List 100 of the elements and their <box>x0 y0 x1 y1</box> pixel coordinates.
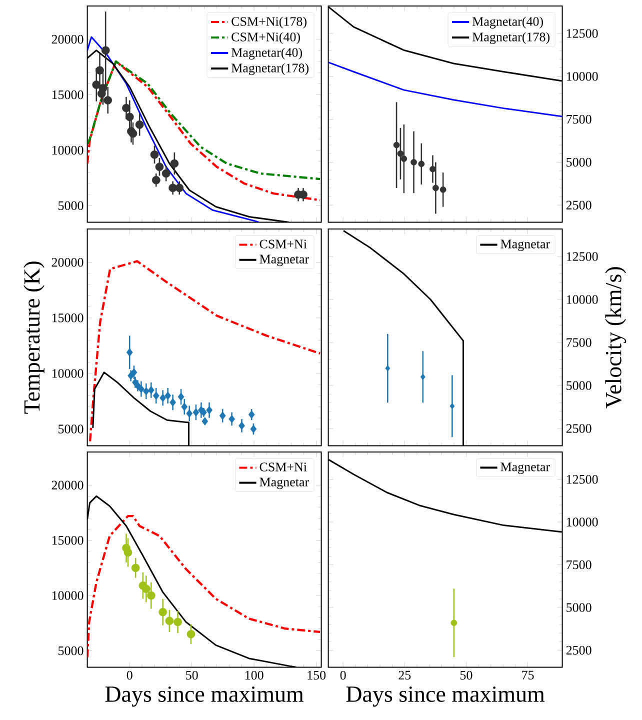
point <box>202 417 208 426</box>
point <box>450 402 455 410</box>
x-tick-label: 0 <box>340 670 346 680</box>
point <box>164 391 172 400</box>
y-tick-label: 2500 <box>566 646 592 655</box>
point <box>158 608 168 616</box>
y-tick-label: 10000 <box>566 295 598 304</box>
x-axis-title: Days since maximum <box>346 686 545 707</box>
point <box>104 96 112 104</box>
point <box>170 398 176 407</box>
y-tick-label: 15000 <box>52 536 84 545</box>
point <box>122 104 130 112</box>
point <box>150 150 159 159</box>
point <box>192 408 200 417</box>
point <box>186 409 193 418</box>
point <box>178 392 184 401</box>
point <box>219 411 226 420</box>
point <box>432 184 439 192</box>
x-tick-label: 50 <box>460 670 472 680</box>
legend-label: CSM+Ni <box>260 240 307 248</box>
legend-label: Magnetar <box>500 462 550 474</box>
y-tick-label: 20000 <box>52 480 84 490</box>
point <box>146 591 156 600</box>
point <box>131 564 140 572</box>
point <box>124 548 132 557</box>
y-tick-label: 7500 <box>566 560 592 570</box>
y-tick-label: 5000 <box>566 381 592 390</box>
legend-label: Magnetar(178) <box>472 32 550 44</box>
x-tick-label: 75 <box>522 670 534 680</box>
y-axis-title: Temperature (K) <box>24 262 44 414</box>
legend-label: Magnetar <box>500 240 550 252</box>
point <box>126 348 133 357</box>
legend-label: Magnetar <box>260 478 309 490</box>
legend-label: Magnetar(178) <box>231 63 309 76</box>
y-tick-label: 10000 <box>566 72 598 81</box>
y-tick-label: 20000 <box>52 34 84 44</box>
point <box>162 169 170 178</box>
y-tick-label: 7500 <box>566 338 592 347</box>
y-tick-label: 10000 <box>52 591 84 600</box>
y-tick-label: 15000 <box>52 314 84 322</box>
point <box>418 160 425 168</box>
y-tick-label: 5000 <box>566 158 592 167</box>
y-tick-label: 5000 <box>566 603 592 612</box>
point <box>135 120 144 129</box>
y-tick-label: 15000 <box>52 90 84 100</box>
y-tick-label: 7500 <box>566 114 592 124</box>
point <box>248 410 255 419</box>
point <box>186 630 196 638</box>
point <box>165 616 174 626</box>
legend-label: Magnetar(40) <box>231 48 302 60</box>
y-tick-label: 5000 <box>58 201 84 210</box>
point <box>152 176 160 184</box>
point <box>175 184 184 192</box>
x-axis-title: Days since maximum <box>105 686 304 707</box>
x-tick-label: 50 <box>186 670 198 680</box>
point <box>96 66 104 75</box>
y-axis-title: Velocity (km/s) <box>605 267 626 408</box>
legend-label: CSM+Ni <box>260 462 307 472</box>
point <box>440 186 446 193</box>
x-tick-label: 25 <box>398 670 411 680</box>
point <box>400 156 408 162</box>
point <box>238 421 245 430</box>
legend-label: Magnetar <box>260 254 309 266</box>
y-tick-label: 10000 <box>52 369 84 378</box>
y-tick-label: 12500 <box>566 474 598 484</box>
y-tick-label: 2500 <box>566 424 592 433</box>
y-tick-label: 20000 <box>52 258 84 267</box>
x-tick-label: 150 <box>308 670 326 680</box>
legend-label: CSM+Ni(178) <box>232 16 306 28</box>
point <box>155 162 164 172</box>
point <box>430 166 436 172</box>
point <box>385 365 390 372</box>
legend-label: CSM+Ni(40) <box>232 32 300 44</box>
y-tick-label: 5000 <box>58 646 84 656</box>
point <box>393 142 400 148</box>
x-tick-label: 100 <box>245 670 264 680</box>
line-series <box>87 514 322 658</box>
line-series <box>328 62 562 118</box>
point <box>420 374 426 380</box>
x-tick-label: 0 <box>126 670 132 680</box>
point <box>174 618 182 626</box>
point <box>142 584 150 594</box>
y-tick-label: 10000 <box>52 146 84 155</box>
legend-label: Magnetar(40) <box>472 16 544 29</box>
point <box>170 159 179 168</box>
point <box>181 402 188 411</box>
point <box>397 150 404 157</box>
y-tick-label: 12500 <box>566 252 598 261</box>
point <box>206 406 212 414</box>
y-tick-label: 2500 <box>566 200 592 210</box>
y-tick-label: 5000 <box>58 424 84 434</box>
point <box>92 80 101 89</box>
point <box>125 112 134 122</box>
y-tick-label: 10000 <box>566 518 598 526</box>
point <box>250 424 257 434</box>
y-tick-label: 12500 <box>566 29 598 38</box>
point <box>101 46 110 55</box>
point <box>97 89 106 98</box>
point <box>228 414 235 424</box>
point <box>410 159 417 166</box>
